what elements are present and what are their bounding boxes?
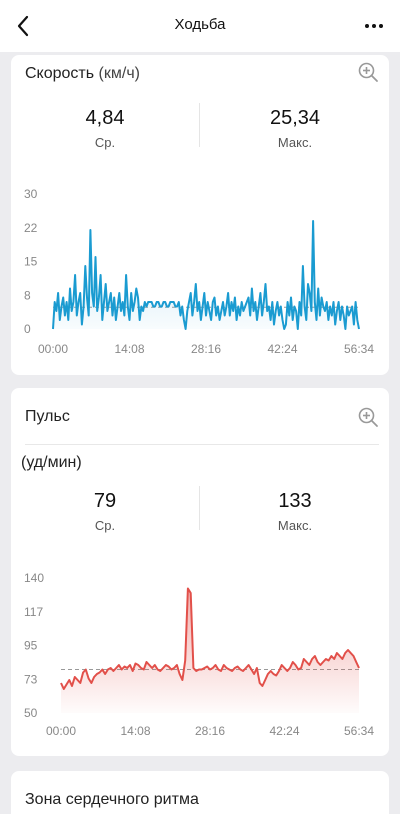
pulse-chart-y-tick: 73	[24, 672, 38, 686]
speed-chart-area	[53, 221, 359, 329]
pulse-chart: 50 73 95 117 140 00:00 14:08 28:16 42:24 56:34	[24, 571, 374, 738]
pulse-chart-x-tick: 00:00	[46, 724, 76, 738]
speed-chart-y-tick: 30	[24, 187, 38, 201]
heart-rate-zone-card[interactable]: Зона сердечного ритма	[11, 771, 389, 814]
page-title: Ходьба	[174, 16, 226, 33]
zoom-in-icon	[358, 407, 378, 427]
speed-chart-x-tick: 42:24	[267, 342, 297, 356]
speed-title-row: Скорость (км/ч)	[25, 65, 140, 83]
speed-title: Скорость	[25, 65, 95, 82]
pulse-title: Пульс	[25, 408, 70, 425]
zoom-in-icon	[358, 62, 378, 82]
top-bar: Ходьба	[0, 0, 400, 52]
speed-chart-y-tick: 22	[24, 221, 38, 235]
speed-avg-stat: 4,84 Ср.	[15, 107, 195, 150]
pulse-chart-x-tick: 14:08	[120, 724, 150, 738]
pulse-avg-label: Ср.	[94, 518, 116, 533]
more-button[interactable]	[362, 14, 386, 38]
speed-chart-x-tick: 00:00	[38, 342, 68, 356]
speed-chart: 0 8 15 22 30 00:00 14:08 28:16 42:24 56:34	[24, 187, 374, 356]
pulse-max-stat: 133 Макс.	[205, 490, 385, 533]
pulse-max-label: Макс.	[277, 518, 313, 533]
pulse-chart-x-tick: 28:16	[195, 724, 225, 738]
speed-max-stat: 25,34 Макс.	[205, 107, 385, 150]
speed-chart-line	[52, 220, 360, 330]
speed-chart-x-tick: 14:08	[114, 342, 144, 356]
pulse-max-value: 133	[278, 490, 312, 512]
pulse-chart-line	[60, 587, 360, 690]
speed-chart-y-tick: 15	[24, 255, 38, 269]
pulse-zoom-button[interactable]	[357, 406, 379, 428]
pulse-chart-y-tick: 95	[24, 639, 38, 653]
pulse-divider-line	[25, 444, 379, 445]
speed-chart-x-tick: 28:16	[191, 342, 221, 356]
pulse-chart-area	[61, 588, 359, 713]
speed-chart-x-tick: 56:34	[344, 342, 374, 356]
speed-unit: (км/ч)	[98, 65, 140, 82]
pulse-card: Пульс (уд/мин) 79 Ср. 133 Макс. 50 73 95 11…	[11, 388, 389, 756]
pulse-avg-stat: 79 Ср.	[15, 490, 195, 533]
speed-avg-value: 4,84	[85, 107, 125, 129]
speed-max-label: Макс.	[277, 135, 313, 150]
pulse-chart-x-tick: 56:34	[344, 724, 374, 738]
pulse-unit: (уд/мин)	[21, 454, 82, 471]
chevron-left-icon	[17, 15, 29, 37]
speed-chart-y-tick: 0	[24, 322, 31, 336]
speed-max-value: 25,34	[269, 107, 321, 129]
speed-chart-y-tick: 8	[24, 288, 31, 302]
speed-avg-label: Ср.	[94, 135, 116, 150]
pulse-chart-y-tick: 117	[24, 605, 43, 619]
zone-title: Зона сердечного ритма	[25, 791, 199, 808]
stat-divider	[199, 486, 200, 530]
speed-zoom-button[interactable]	[357, 61, 379, 83]
pulse-chart-y-tick: 50	[24, 706, 38, 720]
pulse-chart-x-tick: 42:24	[269, 724, 299, 738]
stat-divider	[199, 103, 200, 147]
speed-card: Скорость (км/ч) 4,84 Ср. 25,34 Макс. 0 8 1…	[11, 55, 389, 375]
back-button[interactable]	[10, 12, 38, 40]
pulse-avg-value: 79	[93, 490, 117, 512]
more-dots-icon	[365, 24, 383, 28]
pulse-chart-y-tick: 140	[24, 571, 44, 585]
